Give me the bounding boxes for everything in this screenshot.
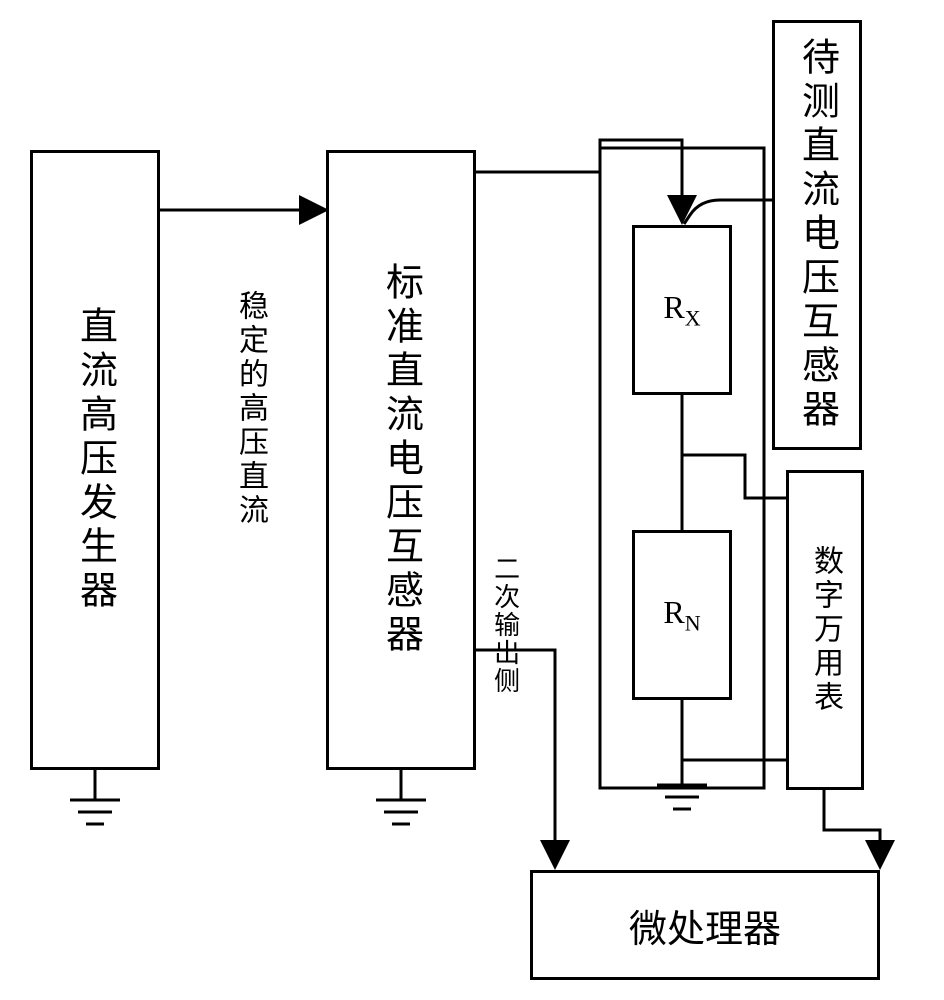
wire-std-to-rx (476, 140, 682, 222)
dut-label-box: 待测直流电压互感器 (772, 20, 862, 450)
std-transformer-box: 标准直流电压互感器 (326, 150, 476, 770)
rn-box: RN (632, 530, 732, 700)
stable-hvdc-annotation: 稳定的高压直流 (228, 290, 272, 528)
hv-generator-label: 直流高压发生器 (68, 306, 123, 614)
rn-label: RN (663, 594, 700, 636)
mcu-label: 微处理器 (629, 898, 781, 953)
rx-box: RX (632, 225, 732, 395)
secondary-output-annotation: 二次输出侧 (490, 555, 519, 695)
std-transformer-label: 标准直流电压互感器 (374, 262, 429, 658)
wire-tap-to-multimeter (682, 455, 786, 498)
dut-label: 待测直流电压互感器 (790, 37, 845, 433)
rx-label: RX (663, 289, 700, 331)
wire-dut-label-lead (684, 200, 772, 224)
wire-mm-to-mcu (824, 790, 880, 867)
ground-std-transformer (376, 770, 426, 824)
multimeter-box: 数字万用表 (786, 470, 864, 790)
mcu-box: 微处理器 (530, 870, 880, 980)
ground-hv-generator (70, 770, 120, 824)
multimeter-label: 数字万用表 (803, 545, 847, 715)
ground-dut (657, 785, 707, 809)
hv-generator-box: 直流高压发生器 (30, 150, 160, 770)
